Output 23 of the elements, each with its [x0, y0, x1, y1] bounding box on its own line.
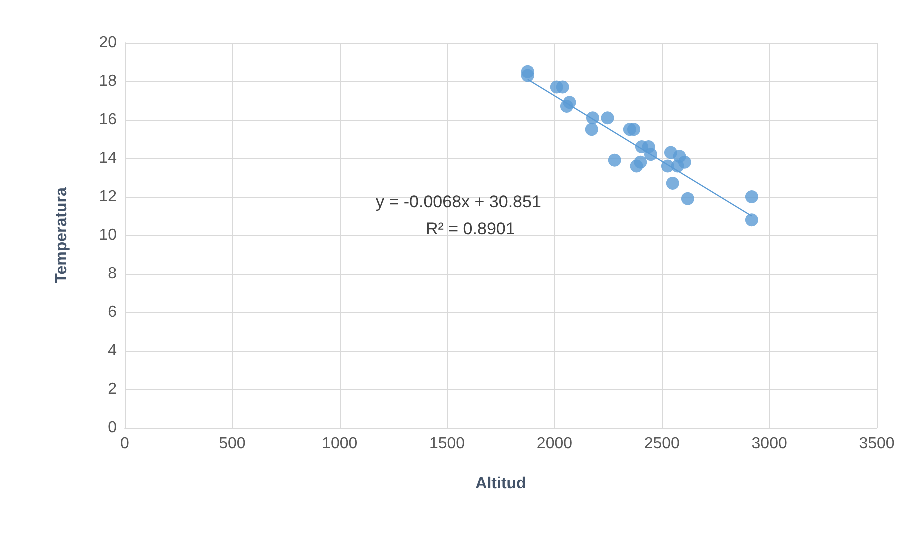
x-tick-label: 3500: [859, 436, 895, 452]
x-tick-label: 1000: [322, 436, 358, 452]
x-tick-label: 2500: [644, 436, 680, 452]
y-tick-label: 4: [108, 342, 118, 360]
y-tick-label: 20: [99, 34, 118, 52]
y-tick-label: 6: [108, 304, 118, 321]
y-tick-label: 18: [99, 73, 118, 90]
x-tick-label: 500: [219, 436, 246, 452]
x-tick-label: 3000: [752, 436, 788, 452]
y-tick-label: 0: [108, 420, 118, 436]
x-axis-title: Altitud: [476, 476, 526, 492]
y-tick-label: 16: [99, 112, 118, 128]
y-tick-label: 14: [99, 150, 118, 167]
y-tick-label: 12: [99, 188, 118, 206]
y-tick-label: 2: [108, 381, 118, 398]
y-tick-label: 10: [99, 227, 118, 244]
annotation: y = -0.0068x + 30.851: [376, 192, 542, 212]
x-tick-label: 2000: [536, 436, 573, 452]
annotation: R² = 0.8901: [426, 220, 516, 238]
x-tick-label: 0: [120, 436, 130, 452]
y-tick-label: 8: [108, 266, 118, 282]
x-tick-label: 1500: [429, 436, 466, 452]
y-axis-title: Temperatura: [54, 188, 70, 284]
